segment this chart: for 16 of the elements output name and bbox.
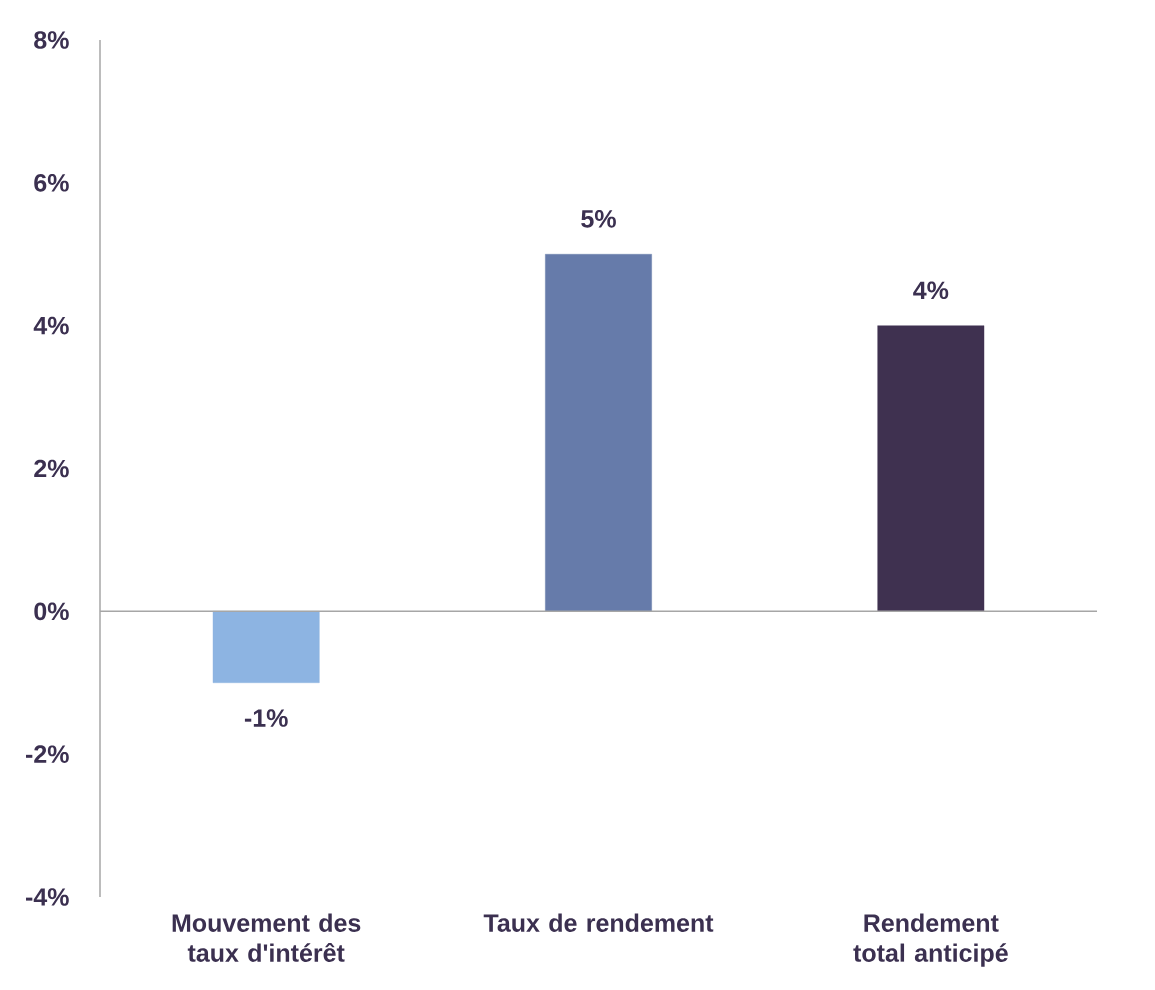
x-tick-label: Taux de rendement (483, 913, 714, 932)
data-label: -1% (244, 709, 288, 727)
y-tick-label: -4% (25, 888, 69, 906)
y-tick-label: -2% (25, 745, 69, 763)
bar (212, 611, 320, 683)
bar (545, 254, 652, 612)
y-tick-label: 0% (34, 602, 69, 621)
x-tick-label: Mouvement des taux d'intérêt (172, 913, 361, 962)
y-tick-label: 6% (34, 173, 69, 192)
data-label: 5% (581, 210, 616, 228)
bar (877, 325, 985, 612)
x-tick-label: Rendement total anticipé (853, 913, 1008, 967)
y-tick-label: 4% (33, 316, 69, 335)
y-tick-label: 8% (34, 31, 69, 49)
data-label: 4% (913, 281, 949, 300)
y-tick-label: 2% (34, 459, 69, 478)
